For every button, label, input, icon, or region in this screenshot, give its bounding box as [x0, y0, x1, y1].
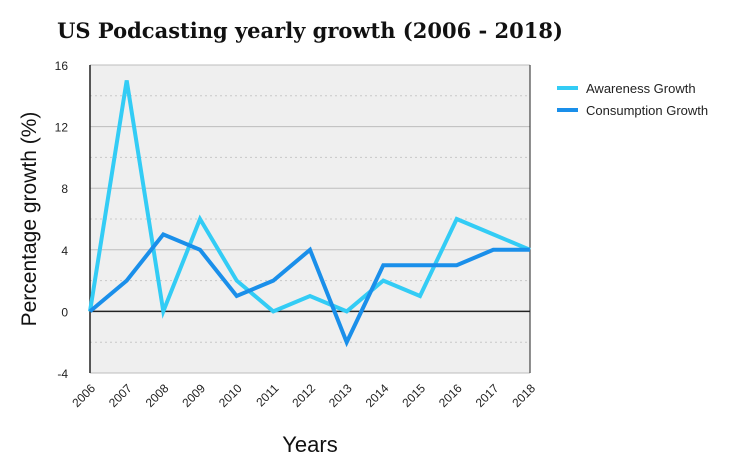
x-tick-label: 2011 [253, 381, 281, 409]
legend: Awareness Growth Consumption Growth [557, 81, 708, 118]
x-tick-label: 2009 [179, 381, 208, 410]
y-tick-label: 16 [55, 59, 69, 73]
y-axis-label: Percentage growth (%) [18, 112, 41, 327]
y-tick-label: -4 [57, 367, 68, 381]
tick-labels: -4 0 4 8 12 16 2006 2007 2008 2009 2010 2011 2012 201… [55, 59, 539, 410]
x-tick-label: 2018 [509, 381, 538, 410]
x-tick-label: 2007 [106, 381, 135, 410]
x-tick-label: 2013 [326, 381, 355, 410]
legend-label-awareness: Awareness Growth [586, 81, 696, 96]
x-axis-label: Years [282, 432, 337, 457]
legend-label-consumption: Consumption Growth [586, 103, 708, 118]
y-tick-label: 8 [61, 182, 68, 196]
x-tick-label: 2015 [399, 381, 428, 410]
y-tick-label: 0 [61, 305, 68, 319]
series-lines [88, 80, 531, 348]
gridlines [90, 64, 530, 374]
y-tick-label: 12 [55, 121, 69, 135]
x-tick-label: 2008 [143, 381, 172, 410]
chart-title: US Podcasting yearly growth (2006 - 2018… [57, 18, 563, 43]
x-tick-label: 2014 [363, 381, 392, 410]
x-tick-label: 2010 [216, 381, 245, 410]
y-tick-label: 4 [61, 244, 68, 258]
x-tick-label: 2006 [69, 381, 98, 410]
x-tick-label: 2017 [473, 381, 502, 410]
x-tick-label: 2016 [436, 381, 465, 410]
x-tick-label: 2012 [289, 381, 318, 410]
